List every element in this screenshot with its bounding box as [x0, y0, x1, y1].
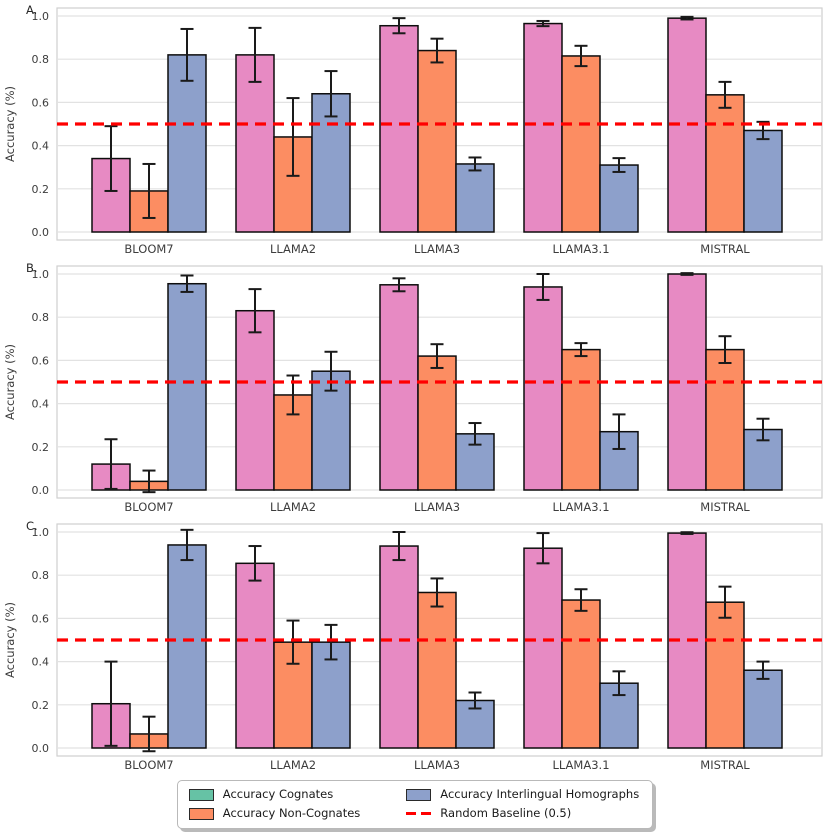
- y-tick-label: 0.2: [32, 441, 50, 454]
- bar: [523, 22, 563, 233]
- bar: [379, 545, 419, 749]
- x-tick-label: LLAMA2: [270, 500, 316, 514]
- panel-a: 0.0 0.2 0.4 0.6 0.8 1.0 BLOOM7 LLAMA2 LLAMA3 LLAM…: [0, 0, 830, 258]
- legend-area: Accuracy Cognates Accuracy Non-Cognates …: [0, 774, 830, 833]
- legend-item-baseline: Random Baseline (0.5): [406, 807, 639, 820]
- x-tick-label: MISTRAL: [700, 242, 750, 256]
- bar: [705, 601, 745, 749]
- panel-letter: A.: [26, 3, 37, 17]
- y-tick-label: 1.0: [32, 10, 50, 23]
- y-tick-label: 0.2: [32, 699, 50, 712]
- x-tick-label: LLAMA2: [270, 758, 316, 772]
- y-axis-label: Accuracy (%): [3, 344, 17, 420]
- bar: [523, 547, 563, 749]
- bar: [167, 544, 207, 749]
- bar: [561, 348, 601, 491]
- homographs-swatch-icon: [406, 788, 432, 801]
- x-tick-label: LLAMA3: [414, 242, 460, 256]
- bar: [561, 599, 601, 749]
- bar: [417, 355, 457, 491]
- x-tick-label: BLOOM7: [124, 500, 173, 514]
- legend-label-non-cognates: Accuracy Non-Cognates: [222, 806, 361, 820]
- y-tick-label: 1.0: [32, 526, 50, 539]
- x-tick-label: LLAMA3.1: [552, 500, 609, 514]
- y-tick-label: 0.4: [32, 140, 50, 153]
- y-tick-label: 0.0: [32, 226, 50, 239]
- y-tick-label: 0.0: [32, 484, 50, 497]
- y-tick-label: 0.6: [32, 96, 50, 109]
- legend-label-baseline: Random Baseline (0.5): [440, 806, 572, 820]
- bar: [235, 309, 275, 491]
- y-axis-label: Accuracy (%): [3, 602, 17, 678]
- y-tick-label: 0.8: [32, 311, 50, 324]
- y-tick-label: 0.8: [32, 569, 50, 582]
- bar: [167, 54, 207, 233]
- dashed-line-icon: [406, 808, 432, 820]
- panel-b-chart: 0.0 0.2 0.4 0.6 0.8 1.0 BLOOM7 LLAMA2 LLAMA3 LLAM…: [3, 261, 823, 514]
- panel-a-chart: 0.0 0.2 0.4 0.6 0.8 1.0 BLOOM7 LLAMA2 LLAMA3 LLAM…: [3, 3, 823, 256]
- bar: [523, 286, 563, 491]
- bar: [561, 55, 601, 233]
- cognates-swatch-icon: [188, 788, 214, 801]
- legend: Accuracy Cognates Accuracy Non-Cognates …: [176, 780, 654, 829]
- bar: [455, 163, 495, 233]
- y-tick-label: 1.0: [32, 268, 50, 281]
- bar: [417, 49, 457, 233]
- x-tick-label: LLAMA3.1: [552, 242, 609, 256]
- x-tick-label: LLAMA3: [414, 500, 460, 514]
- panel-c-chart: 0.0 0.2 0.4 0.6 0.8 1.0 BLOOM7 LLAMA2 LLAMA3 LLAM…: [3, 519, 823, 772]
- x-tick-label: BLOOM7: [124, 758, 173, 772]
- y-tick-label: 0.0: [32, 742, 50, 755]
- panel-letter: C.: [26, 519, 38, 533]
- bar: [417, 591, 457, 749]
- bar: [167, 282, 207, 491]
- bar: [379, 284, 419, 491]
- bar: [705, 348, 745, 491]
- legend-label-homographs: Accuracy Interlingual Homographs: [440, 787, 640, 801]
- legend-item-non-cognates: Accuracy Non-Cognates: [188, 806, 361, 820]
- non-cognates-swatch-icon: [188, 807, 214, 820]
- x-tick-label: MISTRAL: [700, 500, 750, 514]
- x-tick-label: MISTRAL: [700, 758, 750, 772]
- legend-item-homographs: Accuracy Interlingual Homographs: [406, 788, 639, 801]
- y-tick-label: 0.6: [32, 354, 50, 367]
- panel-letter: B.: [26, 261, 38, 275]
- x-tick-label: LLAMA3.1: [552, 758, 609, 772]
- y-tick-label: 0.4: [32, 656, 50, 669]
- legend-label-cognates: Accuracy Cognates: [222, 787, 334, 801]
- bar: [599, 164, 639, 233]
- bar: [379, 24, 419, 233]
- bar: [743, 129, 783, 233]
- y-tick-label: 0.8: [32, 53, 50, 66]
- y-tick-label: 0.2: [32, 183, 50, 196]
- x-tick-label: BLOOM7: [124, 242, 173, 256]
- y-tick-label: 0.6: [32, 612, 50, 625]
- bar: [743, 669, 783, 749]
- legend-item-cognates: Accuracy Cognates: [188, 787, 361, 801]
- y-axis-label: Accuracy (%): [3, 86, 17, 162]
- x-tick-label: LLAMA3: [414, 758, 460, 772]
- y-tick-label: 0.4: [32, 398, 50, 411]
- bar: [235, 562, 275, 749]
- panel-b: 0.0 0.2 0.4 0.6 0.8 1.0 BLOOM7 LLAMA2 LLAMA3 LLAM…: [0, 258, 830, 516]
- bar: [705, 94, 745, 233]
- x-tick-label: LLAMA2: [270, 242, 316, 256]
- panel-c: 0.0 0.2 0.4 0.6 0.8 1.0 BLOOM7 LLAMA2 LLAMA3 LLAM…: [0, 516, 830, 774]
